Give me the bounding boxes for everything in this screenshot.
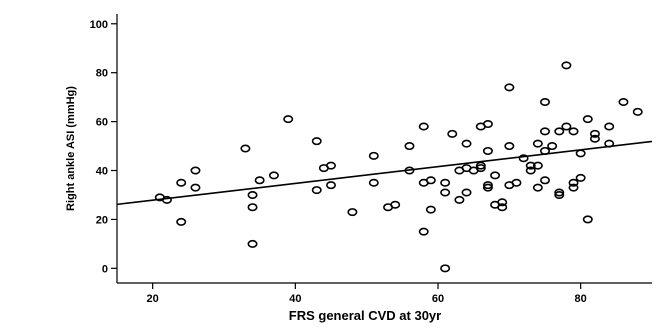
data-point [575,149,586,158]
data-point [582,215,593,224]
data-point [632,107,643,116]
data-point [568,178,579,187]
data-point [461,188,472,197]
data-point [454,195,465,204]
data-point [589,129,600,138]
y-tick-label: 60 [96,117,108,129]
data-point [504,142,515,151]
data-point [461,139,472,148]
data-point [539,98,550,107]
data-point [176,217,187,226]
data-point [325,161,336,170]
x-tick-label: 20 [147,293,159,305]
data-point [547,142,558,151]
x-tick-label: 80 [575,293,587,305]
data-point [247,239,258,248]
data-point [390,200,401,209]
data-point [440,264,451,273]
data-point [518,154,529,163]
data-point [190,166,201,175]
data-point [247,190,258,199]
data-points [154,61,643,273]
data-point [447,129,458,138]
data-point [568,127,579,136]
data-point [504,83,515,92]
data-point [475,161,486,170]
data-point [247,203,258,212]
data-point [568,183,579,192]
y-tick-label: 100 [90,19,108,31]
x-tick-label: 60 [432,293,444,305]
data-point [532,161,543,170]
y-tick-label: 0 [102,263,108,275]
data-point [539,176,550,185]
data-point [511,178,522,187]
data-point [240,144,251,153]
axes: 0 20 40 60 80 100 20 40 60 80 [90,14,652,305]
data-point [425,176,436,185]
data-point [190,183,201,192]
data-point [347,208,358,217]
data-point [475,164,486,173]
data-point [532,183,543,192]
data-point [525,161,536,170]
y-axis-title: Right ankle ASI (mmHg) [65,86,77,211]
data-point [561,122,572,131]
data-point [554,190,565,199]
data-point [161,195,172,204]
data-point [368,151,379,160]
data-point [283,115,294,124]
data-point [539,127,550,136]
data-point [575,173,586,182]
data-point [440,178,451,187]
data-point [268,171,279,180]
data-point [368,178,379,187]
data-point [482,181,493,190]
data-point [440,188,451,197]
data-point [418,122,429,131]
data-point [311,186,322,195]
data-point [604,122,615,131]
x-axis-title: FRS general CVD at 30yr [289,308,441,323]
data-point [254,176,265,185]
y-tick-label: 80 [96,68,108,80]
data-point [482,120,493,129]
data-point [589,134,600,143]
data-point [554,127,565,136]
data-point [582,115,593,124]
data-point [618,98,629,107]
data-point [325,181,336,190]
x-tick-label: 40 [289,293,301,305]
y-tick-label: 20 [96,214,108,226]
data-point [311,137,322,146]
data-point [404,142,415,151]
y-tick-label: 40 [96,166,108,178]
data-point [176,178,187,187]
data-point [482,183,493,192]
data-point [490,171,501,180]
data-point [561,61,572,70]
fit-line [116,140,653,206]
data-point [425,205,436,214]
data-point [497,198,508,207]
data-point [554,188,565,197]
fit-line-group [116,140,653,206]
data-point [497,203,508,212]
data-point [525,166,536,175]
data-point [482,146,493,155]
data-point [418,227,429,236]
data-point [532,139,543,148]
